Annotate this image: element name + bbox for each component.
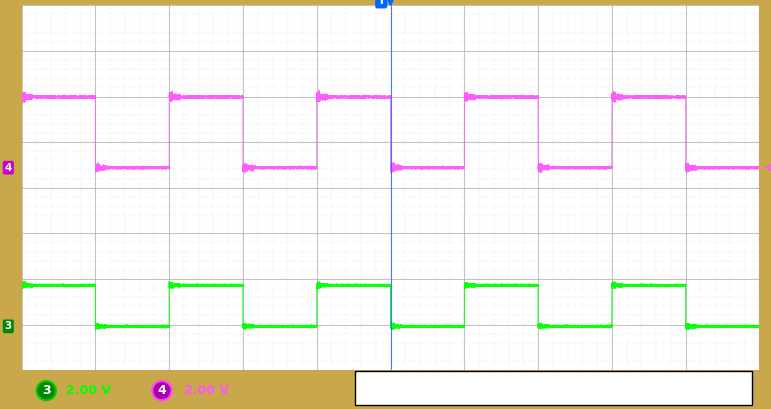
Text: 2.00 V: 2.00 V [184,384,229,397]
Text: 200ns: 200ns [362,374,402,387]
Text: 3: 3 [42,384,51,397]
Text: T: T [377,0,386,6]
Text: 5M points: 5M points [486,390,551,403]
Text: T→▼82.0000ns: T→▼82.0000ns [362,391,453,402]
Text: 4: 4 [655,376,663,386]
Text: 2.00 V: 2.00 V [66,384,111,397]
Text: 1.72 V: 1.72 V [638,390,680,403]
Text: 4: 4 [157,384,167,397]
Text: 2.50GS/s: 2.50GS/s [486,374,544,387]
FancyBboxPatch shape [355,371,752,405]
Text: 3: 3 [5,321,12,331]
Text: ∫: ∫ [686,374,694,387]
Text: 4: 4 [5,163,12,173]
